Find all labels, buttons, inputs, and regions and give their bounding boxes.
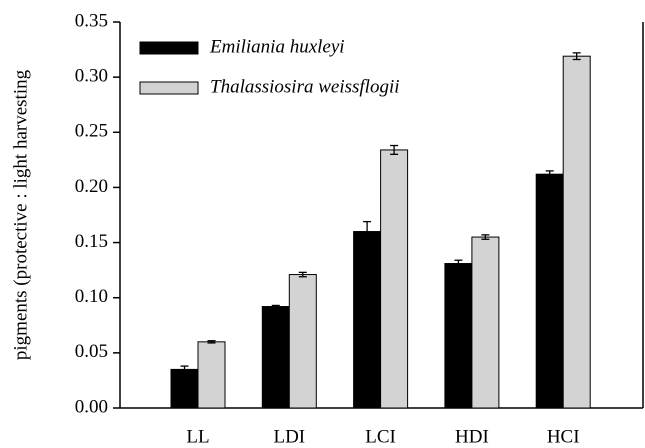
x-tick-label: LDI [273, 426, 305, 447]
bar [380, 149, 409, 409]
x-tick-label: HCI [547, 426, 580, 447]
error-bar [572, 52, 581, 61]
error-bar [180, 365, 189, 374]
bar [562, 55, 591, 409]
x-tick-label: LL [186, 426, 209, 447]
y-tick-label: 0.05 [75, 341, 108, 362]
error-bar [390, 144, 399, 155]
error-bar [298, 271, 307, 278]
y-tick-label: 0.25 [75, 121, 108, 142]
bar [261, 306, 290, 409]
bar [288, 274, 317, 409]
legend-swatch [139, 81, 199, 95]
legend-label: Thalassiosira weissflogii [210, 76, 400, 97]
error-bar [207, 340, 216, 344]
bar [353, 231, 382, 409]
bar [444, 263, 473, 409]
y-tick-label: 0.35 [75, 10, 108, 31]
bar [471, 236, 500, 409]
y-tick-label: 0.15 [75, 231, 108, 252]
bar [535, 173, 564, 409]
y-axis-label: pigments (protective : light harvesting [10, 69, 31, 360]
bar [197, 341, 226, 409]
y-tick-label: 0.10 [75, 286, 108, 307]
legend-label: Emiliania huxleyi [209, 36, 345, 57]
y-tick-label: 0.20 [75, 176, 108, 197]
error-bar [545, 170, 554, 179]
error-bar [454, 259, 463, 268]
y-tick-label: 0.00 [75, 396, 108, 417]
legend-swatch [139, 41, 199, 55]
x-tick-label: LCI [365, 426, 396, 447]
y-tick-label: 0.30 [75, 66, 108, 87]
error-bar [363, 220, 372, 243]
error-bar [481, 234, 490, 240]
bar [170, 368, 199, 409]
x-tick-label: HDI [455, 426, 489, 447]
error-bar [271, 304, 280, 309]
